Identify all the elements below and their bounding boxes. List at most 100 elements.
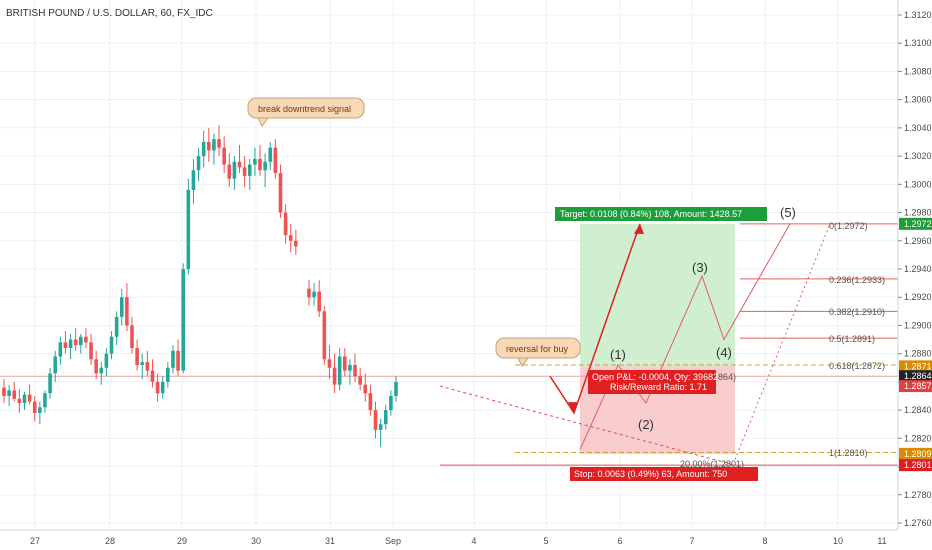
- candle-body: [237, 161, 242, 168]
- candle-body: [150, 370, 155, 382]
- x-tick-label: 8: [762, 536, 767, 546]
- candle-body: [7, 390, 11, 396]
- y-tick-label: 1.3040: [904, 123, 932, 133]
- candle-body: [322, 311, 327, 360]
- candle-body: [227, 164, 232, 179]
- fib-label-05: 0.5(1.2891): [829, 334, 875, 344]
- candle-body: [317, 291, 321, 312]
- candle-body: [258, 158, 262, 171]
- candle-body: [155, 381, 160, 394]
- candle-body: [332, 367, 337, 385]
- price-badge-label: 1.2801: [904, 460, 932, 470]
- y-tick-label: 1.2940: [904, 264, 932, 274]
- y-tick-label: 1.3020: [904, 151, 932, 161]
- candle-body: [58, 342, 63, 357]
- break-signal-callout: break downtrend signal: [247, 97, 365, 127]
- projection-arrow-head: [568, 402, 578, 413]
- candle-body: [307, 288, 311, 298]
- y-tick-label: 1.2760: [904, 518, 932, 528]
- candle-body: [166, 367, 170, 382]
- price-badge: [899, 370, 932, 383]
- x-tick-label: 31: [325, 536, 335, 546]
- candle-body: [53, 356, 57, 374]
- fib-label-0618: 0.618(1.2872): [829, 361, 885, 371]
- y-tick-label: 1.2980: [904, 208, 932, 218]
- y-tick-label: 1.2820: [904, 433, 932, 443]
- candle-body: [99, 367, 104, 374]
- candle-body: [263, 161, 267, 171]
- y-tick-label: 1.2920: [904, 292, 932, 302]
- reversal-callout: reversal for buy: [495, 337, 581, 367]
- price-axis[interactable]: 1.27601.27801.28001.28201.28401.28601.28…: [897, 0, 932, 550]
- price-badge-label: 1.2809: [904, 449, 932, 459]
- candle-body: [109, 336, 114, 354]
- candle-body: [353, 364, 357, 377]
- candle-body: [43, 393, 47, 408]
- wave-label-5: (5): [780, 205, 796, 220]
- candle-body: [84, 336, 88, 343]
- candle-body: [27, 394, 32, 402]
- reversal-label: reversal for buy: [506, 344, 569, 354]
- candle-body: [160, 381, 165, 394]
- y-tick-label: 1.3100: [904, 38, 932, 48]
- candle-body: [288, 235, 293, 241]
- candle-body: [104, 353, 109, 368]
- candle-body: [373, 410, 378, 430]
- x-tick-label: 28: [105, 536, 115, 546]
- x-tick-label: 5: [543, 536, 548, 546]
- candle-body: [22, 394, 27, 404]
- downtrend-line: [439, 385, 736, 466]
- candle-body: [17, 398, 22, 404]
- price-badge: [899, 380, 932, 393]
- candle-body: [63, 342, 68, 349]
- y-tick-label: 1.2780: [904, 490, 932, 500]
- candle-body: [312, 291, 316, 298]
- x-tick-label: 7: [689, 536, 694, 546]
- candle-body: [343, 356, 347, 371]
- x-tick-label: 27: [30, 536, 40, 546]
- target-zone: [580, 223, 735, 367]
- candle-body: [89, 342, 93, 360]
- price-badge-label: 1.2972: [904, 219, 932, 229]
- candle-body: [327, 359, 332, 368]
- fib-label-0: 0(1.2972): [829, 221, 868, 231]
- target-box: Target: 0.0108 (0.84%) 108, Amount: 1428…: [555, 207, 767, 221]
- candle-body: [201, 142, 206, 157]
- open-pl-tail: 864): [718, 372, 736, 382]
- candle-body: [337, 356, 342, 385]
- candle-body: [186, 189, 191, 269]
- y-tick-label: 1.3060: [904, 95, 932, 105]
- wave-label-2: (2): [638, 417, 654, 432]
- candle-body: [363, 384, 368, 394]
- candle-body: [253, 158, 257, 165]
- candle-body: [38, 407, 42, 413]
- candle-body: [73, 339, 78, 346]
- open-pl-label: Open P&L: -0.0004, Qty: 39682: [592, 372, 718, 382]
- candle-body: [394, 381, 398, 396]
- candle-body: [12, 390, 17, 399]
- candle-body: [125, 297, 129, 326]
- time-axis[interactable]: 27 28 29 30 31 Sep 4 5 6 7 8 10 11: [0, 529, 898, 546]
- candle-body: [358, 376, 362, 385]
- candle-body: [94, 359, 98, 374]
- horizontal-lines: [0, 223, 898, 466]
- stop-label: Stop: 0.0063 (0.49%) 63, Amount: 750: [574, 469, 727, 479]
- candle-body: [48, 373, 52, 394]
- projection-arrow-head: [634, 223, 644, 234]
- y-tick-label: 1.2840: [904, 405, 932, 415]
- candle-body: [383, 410, 388, 425]
- chart-grid: [0, 0, 898, 530]
- price-badge-label: 1.2857: [904, 381, 932, 391]
- x-tick-label: 4: [471, 536, 476, 546]
- candle-body: [171, 350, 175, 368]
- candle-body: [378, 424, 383, 430]
- price-badge: [899, 447, 932, 460]
- fib-diagonal: [734, 223, 831, 460]
- candle-body: [278, 173, 283, 213]
- x-tick-label: 6: [617, 536, 622, 546]
- x-tick-label: Sep: [385, 536, 401, 546]
- wave-label-4: (4): [716, 345, 732, 360]
- candle-body: [114, 316, 119, 337]
- price-badge: [899, 360, 932, 373]
